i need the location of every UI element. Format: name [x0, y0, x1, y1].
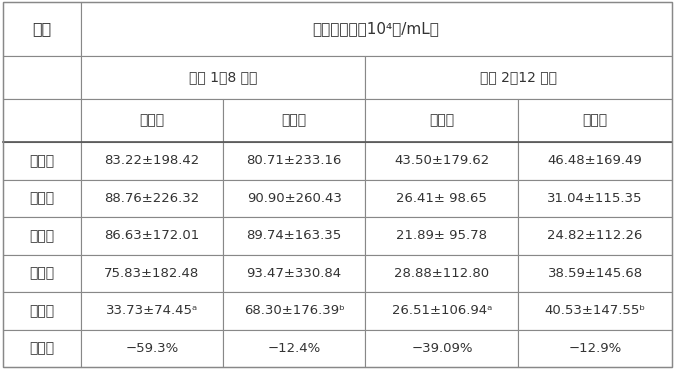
Bar [80, 99, 223, 142]
Bar [518, 142, 672, 180]
Text: 试验组: 试验组 [139, 114, 165, 128]
Bar [3, 180, 80, 217]
Bar [365, 180, 518, 217]
Text: 86.63±172.01: 86.63±172.01 [104, 230, 199, 242]
Bar [80, 180, 223, 217]
Bar [3, 217, 80, 255]
Text: 88.76±226.32: 88.76±226.32 [104, 192, 199, 205]
Bar [365, 292, 518, 330]
Bar [80, 292, 223, 330]
Bar [3, 2, 80, 56]
Text: 90.90±260.43: 90.90±260.43 [247, 192, 342, 205]
Text: −12.9%: −12.9% [568, 342, 622, 355]
Bar [3, 99, 80, 142]
Bar [223, 330, 365, 367]
Text: 一周后: 一周后 [30, 192, 55, 206]
Bar [518, 330, 672, 367]
Text: 21.89± 95.78: 21.89± 95.78 [396, 230, 487, 242]
Bar [80, 330, 223, 367]
Bar [365, 99, 518, 142]
Bar [3, 142, 80, 180]
Text: 26.51±106.94ᵃ: 26.51±106.94ᵃ [392, 304, 492, 317]
Text: 三周后: 三周后 [30, 266, 55, 280]
Text: 93.47±330.84: 93.47±330.84 [246, 267, 342, 280]
Bar [80, 255, 223, 292]
Text: 83.22±198.42: 83.22±198.42 [104, 154, 199, 168]
Bar [80, 2, 672, 56]
Text: 24.82±112.26: 24.82±112.26 [547, 230, 643, 242]
Text: 试验 2（12 月）: 试验 2（12 月） [480, 70, 557, 85]
Text: 体细胞数／（10⁴个/mL）: 体细胞数／（10⁴个/mL） [313, 21, 439, 37]
Bar [3, 56, 80, 99]
Text: 变化率: 变化率 [30, 341, 55, 355]
Bar [518, 292, 672, 330]
Bar [223, 180, 365, 217]
Text: 40.53±147.55ᵇ: 40.53±147.55ᵇ [545, 304, 645, 317]
Bar [518, 99, 672, 142]
Text: 89.74±163.35: 89.74±163.35 [246, 230, 342, 242]
Text: 对照组: 对照组 [583, 114, 608, 128]
Bar [365, 142, 518, 180]
Bar [365, 217, 518, 255]
Bar [518, 217, 672, 255]
Text: −12.4%: −12.4% [267, 342, 321, 355]
Text: −59.3%: −59.3% [125, 342, 178, 355]
Text: 试验 1（8 月）: 试验 1（8 月） [189, 70, 257, 85]
Text: 38.59±145.68: 38.59±145.68 [547, 267, 643, 280]
Bar [3, 330, 80, 367]
Text: 组别: 组别 [32, 21, 51, 37]
Bar [518, 180, 672, 217]
Bar [518, 255, 672, 292]
Bar [223, 255, 365, 292]
Bar [365, 56, 672, 99]
Bar [223, 292, 365, 330]
Text: 75.83±182.48: 75.83±182.48 [104, 267, 199, 280]
Bar [3, 255, 80, 292]
Bar [80, 142, 223, 180]
Text: 31.04±115.35: 31.04±115.35 [547, 192, 643, 205]
Bar [80, 217, 223, 255]
Bar [3, 292, 80, 330]
Bar [365, 330, 518, 367]
Bar [365, 255, 518, 292]
Text: 对照组: 对照组 [281, 114, 306, 128]
Text: 68.30±176.39ᵇ: 68.30±176.39ᵇ [244, 304, 345, 317]
Bar [223, 99, 365, 142]
Text: 33.73±74.45ᵃ: 33.73±74.45ᵃ [106, 304, 198, 317]
Text: 80.71±233.16: 80.71±233.16 [246, 154, 342, 168]
Text: 28.88±112.80: 28.88±112.80 [394, 267, 489, 280]
Text: 试验组: 试验组 [429, 114, 454, 128]
Text: 试验前: 试验前 [30, 154, 55, 168]
Text: 26.41± 98.65: 26.41± 98.65 [396, 192, 487, 205]
Text: −39.09%: −39.09% [411, 342, 472, 355]
Text: 43.50±179.62: 43.50±179.62 [394, 154, 489, 168]
Text: 两周后: 两周后 [30, 229, 55, 243]
Bar [223, 217, 365, 255]
Bar [223, 142, 365, 180]
Text: 46.48±169.49: 46.48±169.49 [547, 154, 643, 168]
Text: 四周后: 四周后 [30, 304, 55, 318]
Bar [80, 56, 365, 99]
